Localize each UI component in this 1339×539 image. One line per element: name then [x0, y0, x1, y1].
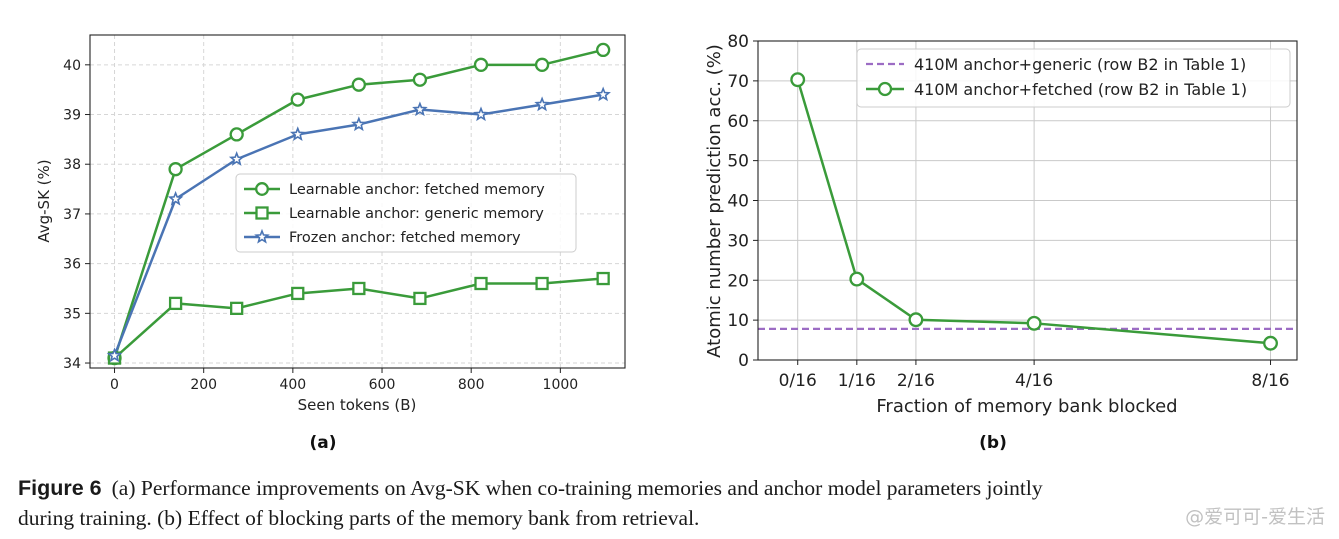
legend-b-2-circle-marker [877, 81, 893, 97]
series-3-point [473, 106, 489, 122]
series-2-point [474, 276, 488, 291]
legend-b-1-label: 410M anchor+generic (row B2 in Table 1) [914, 55, 1246, 74]
caption-label: Figure 6 [18, 476, 102, 500]
y-tick-label: 10 [727, 311, 749, 331]
y-tick-label: 70 [727, 72, 749, 92]
y-tick-label: 35 [63, 306, 81, 322]
series-3-point [167, 190, 184, 206]
chart-a-legend-box [235, 173, 577, 253]
legend-a-1-circle-marker [255, 182, 269, 196]
y-tick-label: 37 [63, 207, 81, 223]
chart-a: 0 200 400 600 800 1000 34 35 36 37 38 39 40 Seen to… [35, 34, 626, 453]
chart-b-x-axis-label: Fraction of memory bank blocked [876, 396, 1177, 417]
chart-b: 0/16 1/16 2/16 4/16 8/16 0 10 20 30 40 50 60 70 80 F… [704, 32, 1298, 453]
legend-a-3-label: Frozen anchor: fetched memory [289, 230, 521, 246]
chart-b-panel-label: (b) [979, 433, 1007, 453]
series-1-point [1263, 335, 1278, 351]
legend-a-3-star-marker [254, 228, 270, 244]
figure-caption: Figure 6 (a) Performance improvements on … [18, 473, 1328, 533]
legend-star-shape [254, 228, 270, 244]
series-3-point [412, 101, 428, 117]
series-1-point [596, 42, 611, 58]
x-tick-label: 4/16 [1015, 371, 1053, 391]
chart-b-legend: 410M anchor+generic (row B2 in Table 1) … [856, 48, 1291, 108]
legend-a-1-label: Learnable anchor: fetched memory [289, 182, 545, 198]
y-tick-label: 40 [63, 58, 81, 74]
x-tick-label: 2/16 [897, 371, 935, 391]
series-3-point [228, 151, 245, 166]
y-tick-label: 60 [727, 112, 749, 132]
series-1-point [849, 271, 865, 287]
series-3-point [351, 116, 367, 132]
y-tick-label: 80 [727, 32, 749, 52]
series-2-point [230, 301, 244, 316]
chart-b-legend-box [856, 48, 1291, 108]
series-1-point [229, 127, 244, 142]
chart-a-y-ticks: 34 35 36 37 38 39 40 [63, 58, 90, 372]
chart-b-markers [790, 72, 1278, 351]
chart-a-x-axis-label: Seen tokens (B) [298, 396, 417, 414]
y-tick-label: 34 [63, 356, 81, 372]
chart-b-y-axis-label: Atomic number prediction acc. (%) [704, 44, 725, 358]
series-3-point [534, 96, 550, 112]
y-tick-label: 20 [727, 271, 749, 291]
chart-a-panel-label: (a) [309, 433, 336, 453]
series-1-point [1026, 315, 1042, 331]
x-tick-label: 400 [279, 377, 306, 393]
series-3-point [106, 347, 123, 363]
legend-a-2-label: Learnable anchor: generic memory [289, 206, 544, 222]
y-tick-label: 36 [63, 257, 81, 273]
series-3-point [289, 126, 306, 142]
chart-a-frame [89, 34, 626, 369]
x-tick-label: 600 [369, 377, 396, 393]
series-2-point [168, 296, 183, 311]
series-1-point [290, 92, 305, 107]
legend-b-2-label: 410M anchor+fetched (row B2 in Table 1) [914, 80, 1247, 99]
series-2-point [352, 281, 366, 296]
series-1-point [473, 57, 489, 72]
series-1-point [790, 72, 806, 88]
series-1-point [412, 72, 428, 87]
series-2-point [413, 291, 427, 306]
x-tick-label: 1/16 [838, 371, 876, 391]
series-3-point [595, 86, 611, 102]
caption-line-1: (a) Performance improvements on Avg-SK w… [111, 476, 1043, 500]
legend-a-2-square-marker [255, 206, 269, 220]
x-tick-label: 8/16 [1251, 371, 1289, 391]
y-tick-label: 38 [63, 157, 81, 173]
x-tick-label: 0 [110, 377, 119, 393]
x-tick-label: 0/16 [779, 371, 817, 391]
y-tick-label: 50 [727, 152, 749, 172]
series-1-point [534, 57, 550, 72]
x-tick-label: 1000 [543, 377, 579, 393]
y-tick-label: 0 [738, 351, 749, 371]
chart-a-markers [106, 42, 611, 366]
caption-line-2: during training. (b) Effect of blocking … [18, 506, 700, 530]
chart-a-legend: Learnable anchor: fetched memory Learnab… [235, 173, 577, 253]
series-1-point [351, 77, 366, 92]
y-tick-label: 40 [727, 192, 749, 212]
series-2-point [291, 286, 305, 301]
series-2-point [596, 271, 610, 286]
y-tick-label: 39 [63, 108, 81, 124]
series-2-point [535, 276, 549, 291]
watermark: @爱可可-爱生活 [1185, 506, 1325, 528]
x-tick-label: 200 [190, 377, 217, 393]
chart-b-y-ticks: 0 10 20 30 40 50 60 70 80 [727, 32, 758, 371]
chart-b-x-ticks: 0/16 1/16 2/16 4/16 8/16 [779, 360, 1290, 391]
chart-a-x-ticks: 0 200 400 600 800 1000 [110, 368, 578, 393]
y-tick-label: 30 [727, 231, 749, 251]
chart-a-y-axis-label: Avg-SK (%) [35, 159, 53, 242]
series-1-point [908, 312, 924, 328]
x-tick-label: 800 [458, 377, 485, 393]
series-1-point [168, 162, 183, 177]
